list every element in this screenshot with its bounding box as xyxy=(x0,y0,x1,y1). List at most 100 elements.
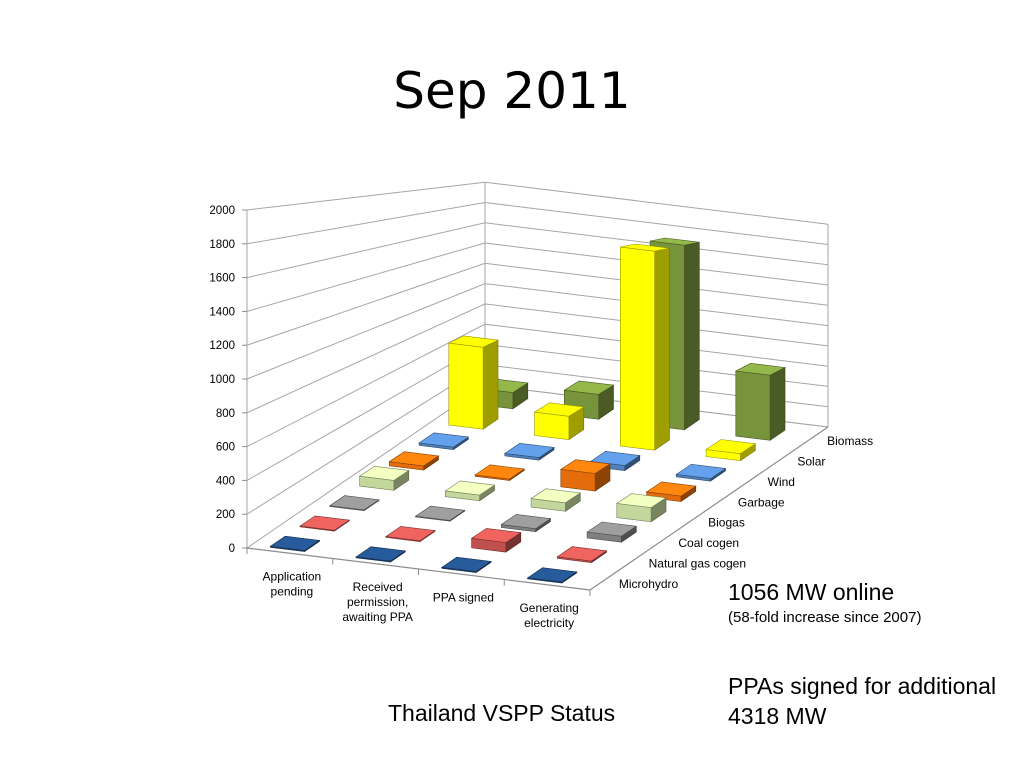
bar xyxy=(615,493,667,523)
y-tick-label: 2000 xyxy=(209,205,235,217)
bar xyxy=(358,465,410,491)
bar xyxy=(734,362,787,441)
chart-caption: Thailand VSPP Status xyxy=(388,700,616,726)
bar-top xyxy=(526,567,578,583)
online-note: 1056 MW online xyxy=(728,579,895,605)
bar-top xyxy=(556,546,608,562)
gridline xyxy=(246,283,829,380)
bar-top xyxy=(589,450,641,466)
bar xyxy=(619,243,670,451)
bar-front xyxy=(619,246,655,451)
bar-top xyxy=(705,439,757,455)
bar-side xyxy=(769,367,786,441)
bar-top xyxy=(388,451,440,467)
category-label-line: Application xyxy=(263,569,322,583)
bar-side xyxy=(654,247,670,451)
y-tick-label: 800 xyxy=(216,408,235,420)
category-label: Generating electricity xyxy=(519,601,578,630)
y-tick-label: 200 xyxy=(216,509,235,521)
y-tick-label: 1400 xyxy=(209,306,235,318)
bar xyxy=(355,546,407,563)
bar-top xyxy=(533,402,585,417)
bar-side xyxy=(684,241,700,431)
series-label: Microhydro xyxy=(619,577,679,591)
bar-top xyxy=(559,459,611,474)
bar-top xyxy=(440,556,492,572)
category-label: Received permission, awaiting PPA xyxy=(342,580,412,624)
category-label-line: PPA signed xyxy=(433,590,494,604)
category-label-line: Received xyxy=(353,580,403,594)
series-label: Wind xyxy=(768,475,795,489)
bar xyxy=(559,459,611,492)
bar-top xyxy=(645,481,697,497)
category-label-line: awaiting PPA xyxy=(342,610,412,624)
gridline xyxy=(246,262,829,346)
bar-top xyxy=(447,335,500,348)
bar-top xyxy=(503,442,555,458)
bar xyxy=(526,567,578,584)
gridline xyxy=(246,181,829,225)
series-label: Biomass xyxy=(827,434,873,448)
bar-top xyxy=(355,546,407,562)
bar xyxy=(503,442,555,461)
slide-title: Sep 2011 xyxy=(393,62,631,120)
series-label: Garbage xyxy=(738,495,785,509)
bar xyxy=(444,480,496,502)
bar-top xyxy=(444,480,496,496)
bar xyxy=(500,514,552,533)
category-label: PPA signed xyxy=(433,590,494,604)
bar-top xyxy=(474,464,526,480)
bar-top xyxy=(530,488,582,504)
category-label: Application pending xyxy=(263,569,322,598)
y-tick-label: 1600 xyxy=(209,273,235,285)
ppa-note: PPAs signed for additional 4318 MW xyxy=(728,673,997,729)
online-subnote: (58-fold increase since 2007) xyxy=(728,609,922,626)
y-tick-label: 600 xyxy=(216,442,235,454)
bar xyxy=(645,481,697,503)
bar xyxy=(328,495,380,512)
series-label: Coal cogen xyxy=(678,536,739,550)
bar-top xyxy=(586,521,638,537)
bar-side xyxy=(482,339,499,430)
category-label-line: Generating xyxy=(519,601,578,615)
bar-top xyxy=(328,495,380,511)
bar-top xyxy=(384,526,436,542)
series-label: Natural gas cogen xyxy=(649,556,746,570)
bar xyxy=(269,535,321,553)
bar xyxy=(474,464,526,482)
bar xyxy=(705,439,757,462)
bar xyxy=(440,556,492,574)
depth-axis-line xyxy=(589,426,829,591)
bar-top xyxy=(734,362,787,376)
bar-top xyxy=(418,432,470,448)
bar xyxy=(470,528,522,553)
y-tick-label: 400 xyxy=(216,475,235,487)
bar xyxy=(533,402,585,441)
bar xyxy=(414,505,466,522)
category-label-line: electricity xyxy=(524,616,574,630)
bar-top xyxy=(500,514,552,530)
bar-top xyxy=(414,505,466,521)
bar-top xyxy=(269,535,321,551)
category-label-line: permission, xyxy=(347,595,408,609)
gridline xyxy=(246,201,829,245)
bar-front xyxy=(448,342,484,430)
category-label-line: pending xyxy=(271,584,314,598)
bar-top xyxy=(675,463,727,479)
bar xyxy=(556,546,608,564)
bar-top xyxy=(563,380,615,395)
bar-top xyxy=(650,237,700,246)
bar-top xyxy=(299,515,351,531)
bar-front xyxy=(735,370,771,441)
bar-top xyxy=(358,465,410,481)
series-label: Solar xyxy=(797,455,825,469)
bar xyxy=(418,432,470,451)
bar xyxy=(299,515,351,532)
y-tick-label: 0 xyxy=(229,543,235,555)
bar-top xyxy=(615,493,667,508)
gridline xyxy=(246,242,829,312)
bar-top xyxy=(620,243,670,252)
bar xyxy=(384,526,436,543)
